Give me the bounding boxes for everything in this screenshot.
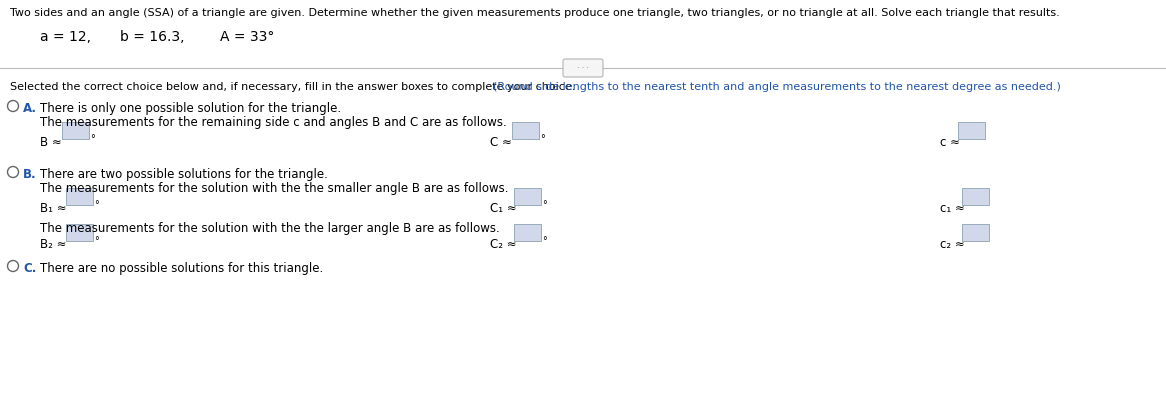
Text: Two sides and an angle (SSA) of a triangle are given. Determine whether the give: Two sides and an angle (SSA) of a triang… xyxy=(10,8,1060,18)
Text: · · ·: · · · xyxy=(577,63,589,73)
FancyBboxPatch shape xyxy=(962,223,989,241)
Text: °: ° xyxy=(542,200,547,210)
Text: c₁ ≈: c₁ ≈ xyxy=(940,202,965,215)
Text: B.: B. xyxy=(23,168,36,181)
Text: The measurements for the solution with the the smaller angle B are as follows.: The measurements for the solution with t… xyxy=(40,182,508,195)
FancyBboxPatch shape xyxy=(62,122,89,138)
Text: C₁ ≈: C₁ ≈ xyxy=(490,202,517,215)
Text: °: ° xyxy=(94,236,99,246)
Text: °: ° xyxy=(542,236,547,246)
Text: Selected the correct choice below and, if necessary, fill in the answer boxes to: Selected the correct choice below and, i… xyxy=(10,82,578,92)
FancyBboxPatch shape xyxy=(962,187,989,204)
Text: °: ° xyxy=(90,134,94,144)
Text: °: ° xyxy=(540,134,545,144)
Text: B₂ ≈: B₂ ≈ xyxy=(40,238,66,251)
Text: c₂ ≈: c₂ ≈ xyxy=(940,238,964,251)
FancyBboxPatch shape xyxy=(513,223,541,241)
Text: C₂ ≈: C₂ ≈ xyxy=(490,238,517,251)
FancyBboxPatch shape xyxy=(957,122,984,138)
Text: There are two possible solutions for the triangle.: There are two possible solutions for the… xyxy=(40,168,328,181)
FancyBboxPatch shape xyxy=(512,122,539,138)
Text: B₁ ≈: B₁ ≈ xyxy=(40,202,66,215)
Text: a = 12,: a = 12, xyxy=(40,30,91,44)
FancyBboxPatch shape xyxy=(563,59,603,77)
Text: b = 16.3,: b = 16.3, xyxy=(120,30,184,44)
Text: There is only one possible solution for the triangle.: There is only one possible solution for … xyxy=(40,102,342,115)
Text: B ≈: B ≈ xyxy=(40,136,62,149)
FancyBboxPatch shape xyxy=(65,223,92,241)
Text: °: ° xyxy=(94,200,99,210)
FancyBboxPatch shape xyxy=(513,187,541,204)
Text: The measurements for the solution with the the larger angle B are as follows.: The measurements for the solution with t… xyxy=(40,222,500,235)
Text: The measurements for the remaining side c and angles B and C are as follows.: The measurements for the remaining side … xyxy=(40,116,507,129)
Text: There are no possible solutions for this triangle.: There are no possible solutions for this… xyxy=(40,262,323,275)
Text: C.: C. xyxy=(23,262,36,275)
Text: A.: A. xyxy=(23,102,37,115)
Text: C ≈: C ≈ xyxy=(490,136,512,149)
Text: A = 33°: A = 33° xyxy=(220,30,274,44)
FancyBboxPatch shape xyxy=(65,187,92,204)
Text: c ≈: c ≈ xyxy=(940,136,960,149)
Text: (Round side lengths to the nearest tenth and angle measurements to the nearest d: (Round side lengths to the nearest tenth… xyxy=(493,82,1061,92)
